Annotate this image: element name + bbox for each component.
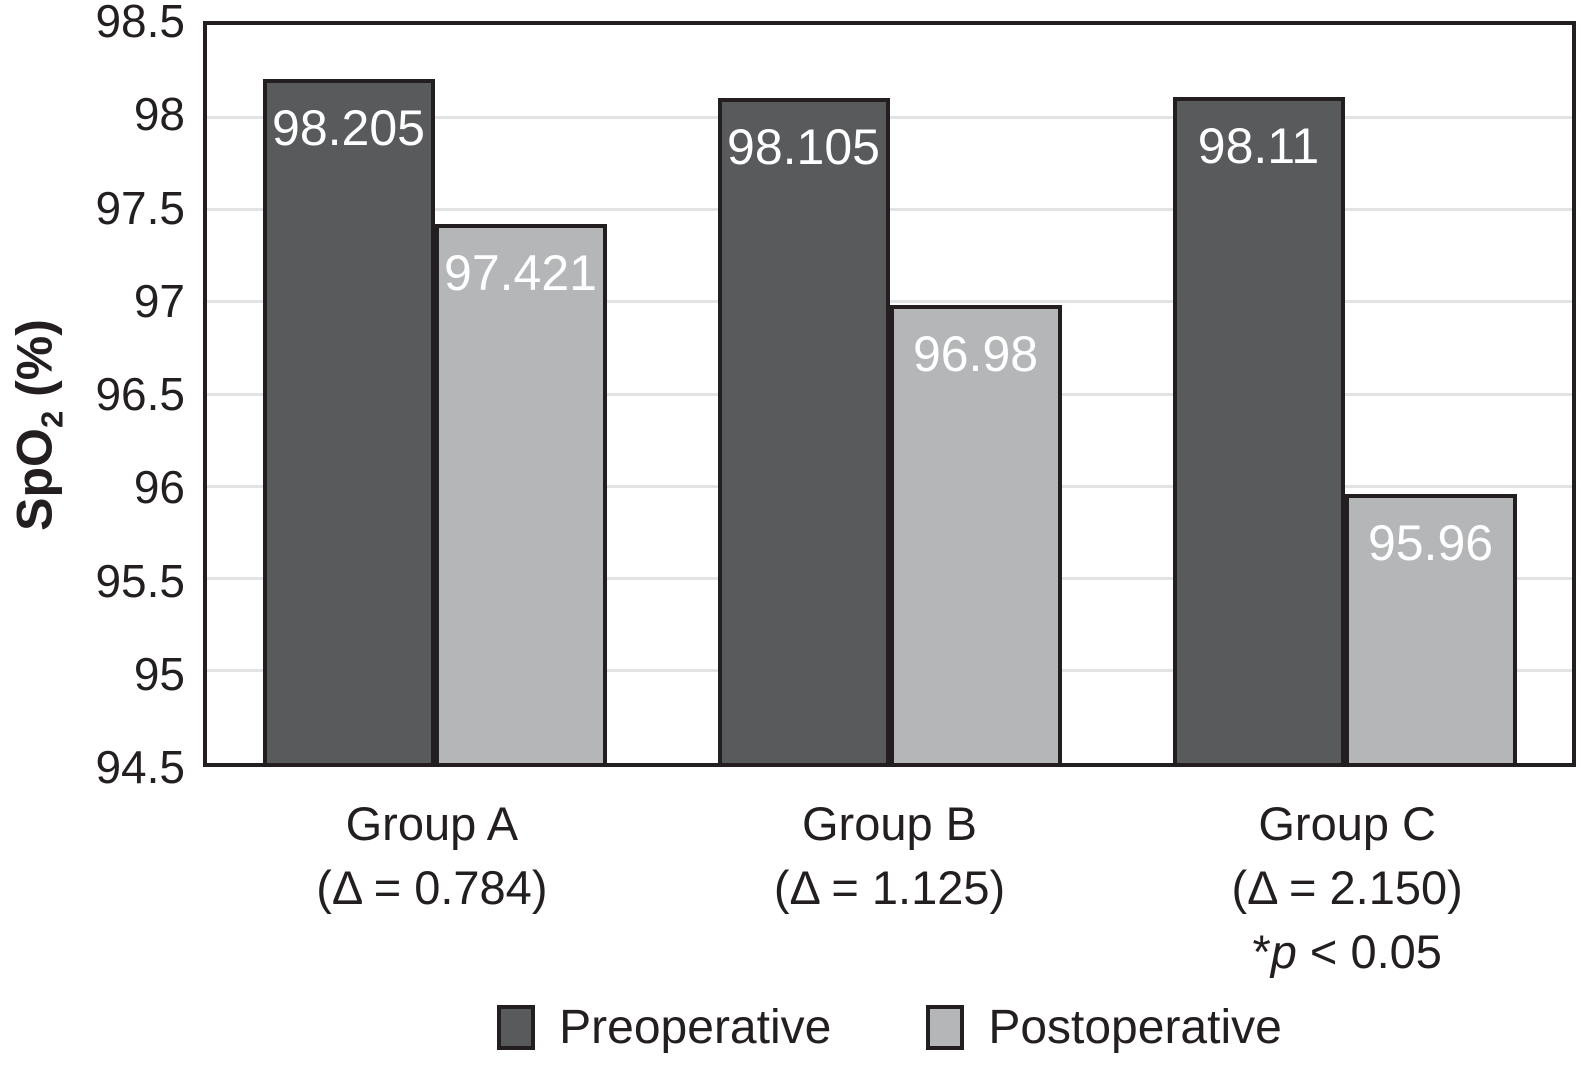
- legend-label: Postoperative: [988, 1001, 1282, 1054]
- x-tick-label-group-b: Group B (Δ = 1.125): [661, 792, 1119, 984]
- group-name-label: Group C: [1258, 797, 1436, 850]
- y-tick-label: 95.5: [95, 554, 185, 607]
- legend-swatch-postoperative: [926, 1005, 965, 1050]
- y-tick-label: 97: [133, 274, 185, 327]
- group-significance-label: *p < 0.05: [1252, 925, 1442, 978]
- legend-swatch-preoperative: [497, 1005, 536, 1050]
- group-delta-label: (Δ = 0.784): [316, 861, 548, 914]
- group-delta-label: (Δ = 2.150): [1231, 861, 1463, 914]
- legend: Preoperative Postoperative: [203, 1000, 1576, 1055]
- legend-label: Preoperative: [559, 1001, 832, 1054]
- y-tick-label: 98.5: [95, 0, 185, 47]
- bar-preoperative-group-c: 98.11: [1172, 96, 1345, 763]
- bar-preoperative-group-a: 98.205: [262, 79, 435, 763]
- bar-postoperative-group-c: 95.96: [1344, 493, 1517, 763]
- y-tick-label: 98: [133, 88, 185, 141]
- y-axis-ticks: 94.5 95 95.5 96 96.5 97 97.5 98 98.5: [0, 0, 185, 793]
- y-tick-label: 96.5: [95, 368, 185, 420]
- bar-value-label: 98.205: [272, 100, 425, 157]
- bar-postoperative-group-a: 97.421: [434, 224, 607, 763]
- bar-value-label: 96.98: [912, 326, 1039, 383]
- bar-value-label: 97.421: [444, 245, 597, 302]
- gridline: [207, 115, 1572, 119]
- y-tick-label: 96: [133, 461, 185, 514]
- legend-item-preoperative: Preoperative: [497, 1000, 831, 1055]
- y-tick-label: 95: [133, 647, 185, 700]
- y-tick-label: 97.5: [95, 181, 185, 234]
- legend-item-postoperative: Postoperative: [926, 1000, 1282, 1055]
- bar-postoperative-group-b: 96.98: [889, 305, 1062, 763]
- plot-area: 98.205 97.421 98.105 96.98 98.11 95.96: [203, 21, 1576, 767]
- group-name-label: Group B: [801, 797, 978, 850]
- group-name-label: Group A: [345, 797, 519, 850]
- bar-group-group-b: 98.105 96.98: [662, 25, 1117, 763]
- gridline: [207, 208, 1572, 211]
- bar-value-label: 95.96: [1367, 514, 1494, 571]
- y-tick-label: 94.5: [95, 741, 185, 793]
- bar-group-group-a: 98.205 97.421: [207, 25, 662, 763]
- group-delta-label: (Δ = 1.125): [773, 861, 1006, 914]
- gridline: [207, 300, 1572, 304]
- bar-value-label: 98.105: [727, 118, 880, 175]
- bar-preoperative-group-b: 98.105: [717, 97, 890, 763]
- x-tick-label-group-a: Group A (Δ = 0.784): [203, 792, 661, 984]
- x-tick-label-group-c: Group C (Δ = 2.150) *p < 0.05: [1118, 792, 1576, 984]
- x-axis-labels: Group A (Δ = 0.784) Group B (Δ = 1.125) Grou…: [203, 792, 1576, 984]
- bar-group-group-c: 98.11 95.96: [1117, 25, 1572, 763]
- bar-value-label: 98.11: [1197, 117, 1320, 174]
